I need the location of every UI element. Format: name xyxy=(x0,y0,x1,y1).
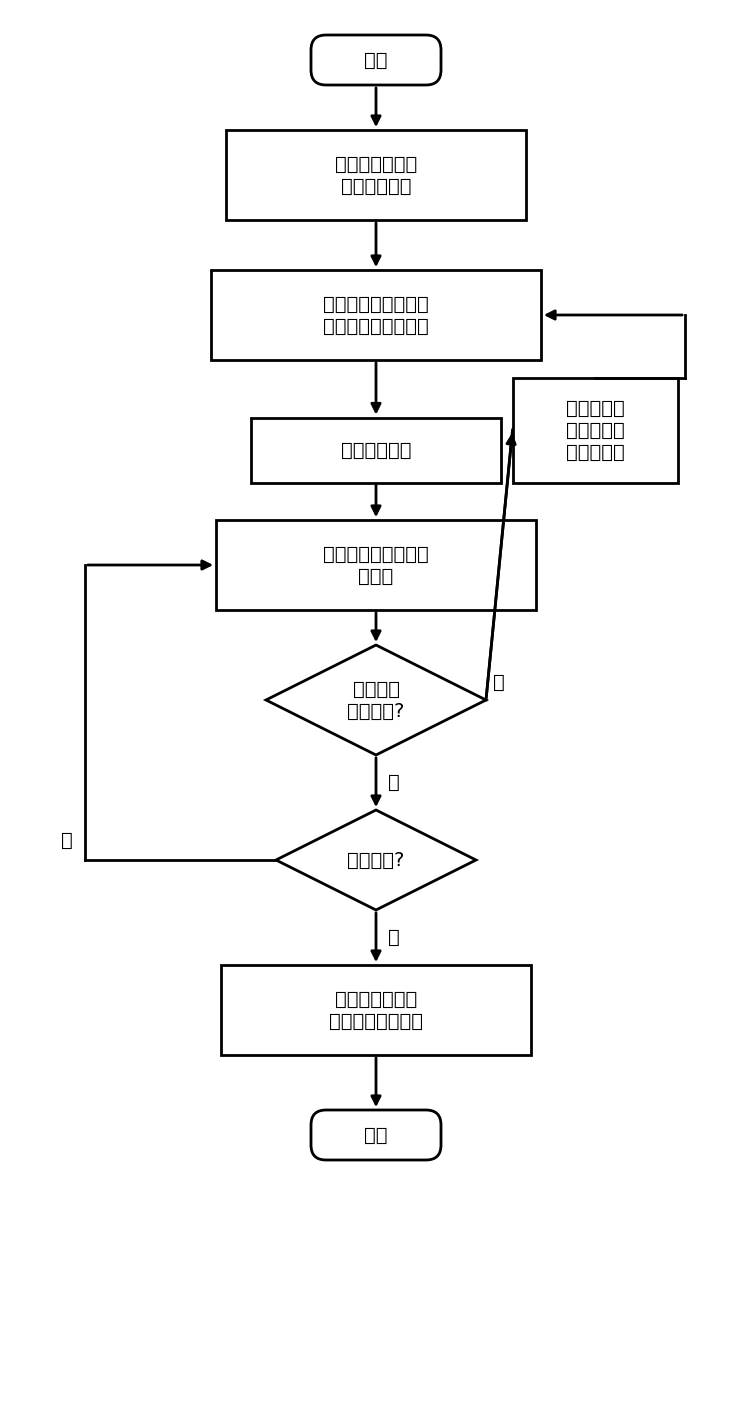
Text: 吸装除冰机到输
电线路并固定: 吸装除冰机到输 电线路并固定 xyxy=(335,155,417,196)
Polygon shape xyxy=(276,810,476,910)
Text: 敦击电机
发生堤转?: 敦击电机 发生堤转? xyxy=(347,679,405,720)
FancyBboxPatch shape xyxy=(311,35,441,85)
FancyBboxPatch shape xyxy=(311,1110,441,1160)
Bar xyxy=(221,965,531,1055)
Text: 过电流保护
使得敦击电
机停止工作: 过电流保护 使得敦击电 机停止工作 xyxy=(566,399,624,462)
Text: 是: 是 xyxy=(493,674,505,692)
Bar xyxy=(226,130,526,220)
Bar xyxy=(216,520,536,610)
Text: 执行位置自适应调整
方法发: 执行位置自适应调整 方法发 xyxy=(323,544,429,586)
Bar xyxy=(211,271,541,361)
Text: 否: 否 xyxy=(388,774,400,792)
Bar xyxy=(513,378,678,482)
Text: 除冰完成?: 除冰完成? xyxy=(347,851,405,869)
Text: 结束: 结束 xyxy=(364,1126,388,1144)
Text: 丝杆滑块复位，即滑
块下移到丝杆最下端: 丝杆滑块复位，即滑 块下移到丝杆最下端 xyxy=(323,294,429,335)
Text: 敦击电机停止工
作，丝杆滑块复位: 敦击电机停止工 作，丝杆滑块复位 xyxy=(329,989,423,1030)
Polygon shape xyxy=(266,645,486,755)
Bar xyxy=(251,417,501,482)
Text: 开始: 开始 xyxy=(364,51,388,69)
Text: 否: 否 xyxy=(61,831,73,850)
Text: 是: 是 xyxy=(388,929,400,947)
Text: 敦击电机工作: 敦击电机工作 xyxy=(341,441,411,459)
